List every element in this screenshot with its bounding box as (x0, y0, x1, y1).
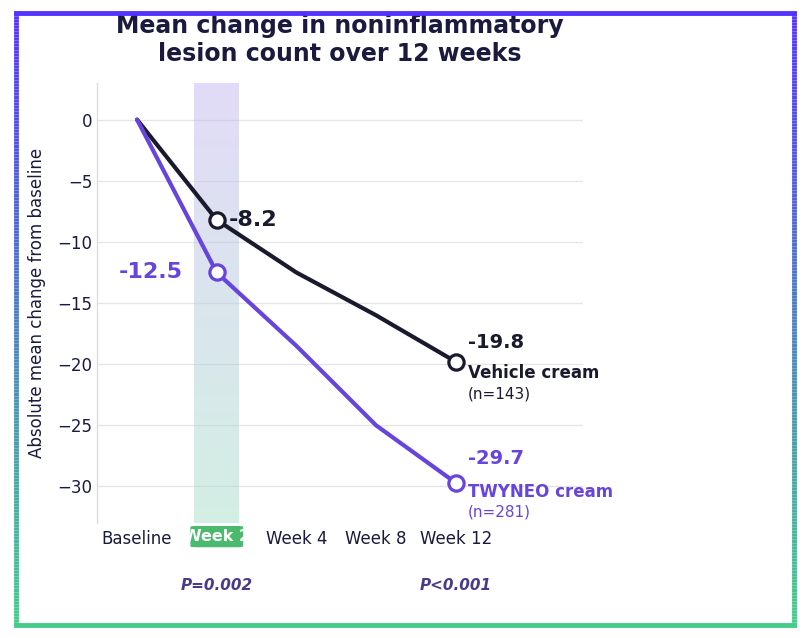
Y-axis label: Absolute mean change from baseline: Absolute mean change from baseline (28, 148, 46, 458)
Text: -19.8: -19.8 (467, 333, 524, 352)
Text: (n=143): (n=143) (467, 386, 531, 401)
Text: Baseline: Baseline (102, 530, 173, 549)
Text: Week 12: Week 12 (420, 530, 492, 549)
Title: Mean change in noninflammatory
lesion count over 12 weeks: Mean change in noninflammatory lesion co… (117, 14, 564, 66)
Text: P=0.002: P=0.002 (181, 578, 253, 593)
Text: P<0.001: P<0.001 (420, 578, 492, 593)
Text: -8.2: -8.2 (228, 210, 277, 230)
FancyBboxPatch shape (190, 526, 243, 547)
Text: Week 4: Week 4 (266, 530, 327, 549)
Text: TWYNEO cream: TWYNEO cream (467, 483, 613, 501)
Text: Vehicle cream: Vehicle cream (467, 364, 599, 382)
Text: -29.7: -29.7 (467, 449, 524, 468)
Text: Week 2: Week 2 (184, 529, 249, 544)
Text: Week 8: Week 8 (345, 530, 407, 549)
Text: (n=281): (n=281) (467, 505, 531, 520)
Text: -12.5: -12.5 (119, 262, 183, 283)
